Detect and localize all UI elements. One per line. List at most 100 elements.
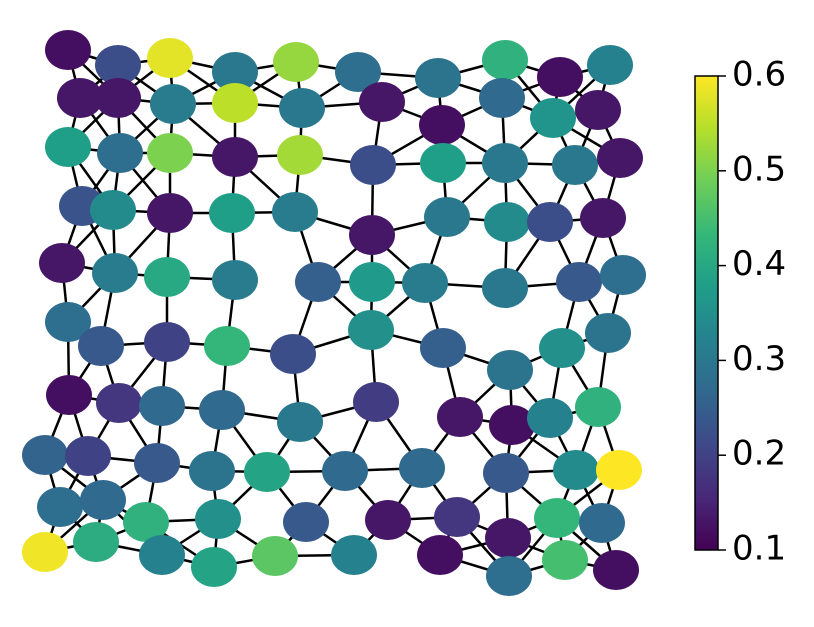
node bbox=[46, 375, 92, 415]
node bbox=[575, 387, 621, 427]
node bbox=[150, 84, 196, 124]
node bbox=[556, 262, 602, 302]
node bbox=[434, 497, 480, 537]
node bbox=[95, 45, 141, 85]
node bbox=[482, 143, 528, 183]
node bbox=[191, 547, 237, 587]
node bbox=[45, 127, 91, 167]
node bbox=[424, 197, 470, 237]
node bbox=[417, 535, 463, 575]
node bbox=[45, 302, 91, 342]
colorbar-ticks: 0.1 0.2 0.3 0.4 0.5 0.6 bbox=[718, 55, 786, 569]
node bbox=[353, 382, 399, 422]
node bbox=[579, 503, 625, 543]
node bbox=[147, 133, 193, 173]
node bbox=[530, 98, 576, 138]
node bbox=[78, 326, 124, 366]
node bbox=[147, 38, 193, 78]
node bbox=[65, 436, 111, 476]
node bbox=[212, 260, 258, 300]
node bbox=[484, 202, 530, 242]
node bbox=[212, 52, 258, 92]
node bbox=[92, 253, 138, 293]
node bbox=[209, 193, 255, 233]
node bbox=[123, 502, 169, 542]
node bbox=[365, 500, 411, 540]
node bbox=[277, 402, 323, 442]
node bbox=[134, 443, 180, 483]
node bbox=[195, 499, 241, 539]
node bbox=[575, 90, 621, 130]
nodes bbox=[22, 30, 646, 596]
node bbox=[534, 498, 580, 538]
node bbox=[322, 451, 368, 491]
colorbar-tick-label: 0.4 bbox=[732, 244, 786, 284]
node bbox=[204, 326, 250, 366]
node bbox=[22, 435, 68, 475]
node bbox=[600, 255, 646, 295]
node bbox=[482, 268, 528, 308]
node bbox=[479, 78, 525, 118]
node bbox=[580, 198, 626, 238]
node bbox=[420, 143, 466, 183]
node bbox=[45, 30, 91, 70]
node bbox=[349, 262, 395, 302]
node bbox=[487, 350, 533, 390]
node bbox=[419, 105, 465, 145]
node bbox=[335, 52, 381, 92]
node bbox=[97, 133, 143, 173]
node bbox=[402, 263, 448, 303]
node bbox=[552, 145, 598, 185]
node bbox=[144, 322, 190, 362]
node bbox=[199, 390, 245, 430]
node bbox=[144, 257, 190, 297]
colorbar-tick-label: 0.6 bbox=[732, 55, 786, 95]
node bbox=[273, 42, 319, 82]
node bbox=[283, 502, 329, 542]
node bbox=[277, 135, 323, 175]
node bbox=[212, 137, 258, 177]
node bbox=[542, 540, 588, 580]
node bbox=[279, 88, 325, 128]
node bbox=[482, 40, 528, 80]
node bbox=[272, 192, 318, 232]
node bbox=[95, 78, 141, 118]
node bbox=[39, 243, 85, 283]
node bbox=[437, 397, 483, 437]
node bbox=[539, 328, 585, 368]
node bbox=[139, 386, 185, 426]
node bbox=[270, 334, 316, 374]
node bbox=[553, 450, 599, 490]
node bbox=[96, 383, 142, 423]
node bbox=[399, 448, 445, 488]
node bbox=[485, 518, 531, 558]
node bbox=[331, 535, 377, 575]
node bbox=[415, 58, 461, 98]
node bbox=[37, 487, 83, 527]
node bbox=[483, 453, 529, 493]
node bbox=[350, 145, 396, 185]
node bbox=[57, 78, 103, 118]
node bbox=[527, 202, 573, 242]
node bbox=[212, 83, 258, 123]
node bbox=[80, 480, 126, 520]
node bbox=[587, 45, 633, 85]
node bbox=[596, 450, 642, 490]
node bbox=[244, 452, 290, 492]
colorbar-tick-label: 0.1 bbox=[732, 529, 786, 569]
node bbox=[537, 57, 583, 97]
node bbox=[349, 215, 395, 255]
node bbox=[22, 532, 68, 572]
node bbox=[189, 451, 235, 491]
node bbox=[295, 262, 341, 302]
node bbox=[489, 405, 535, 445]
node bbox=[73, 522, 119, 562]
node bbox=[593, 550, 639, 590]
node bbox=[597, 138, 643, 178]
colorbar bbox=[694, 75, 719, 551]
node bbox=[486, 556, 532, 596]
node bbox=[139, 535, 185, 575]
colorbar-tick-label: 0.3 bbox=[732, 339, 786, 379]
node bbox=[90, 190, 136, 230]
